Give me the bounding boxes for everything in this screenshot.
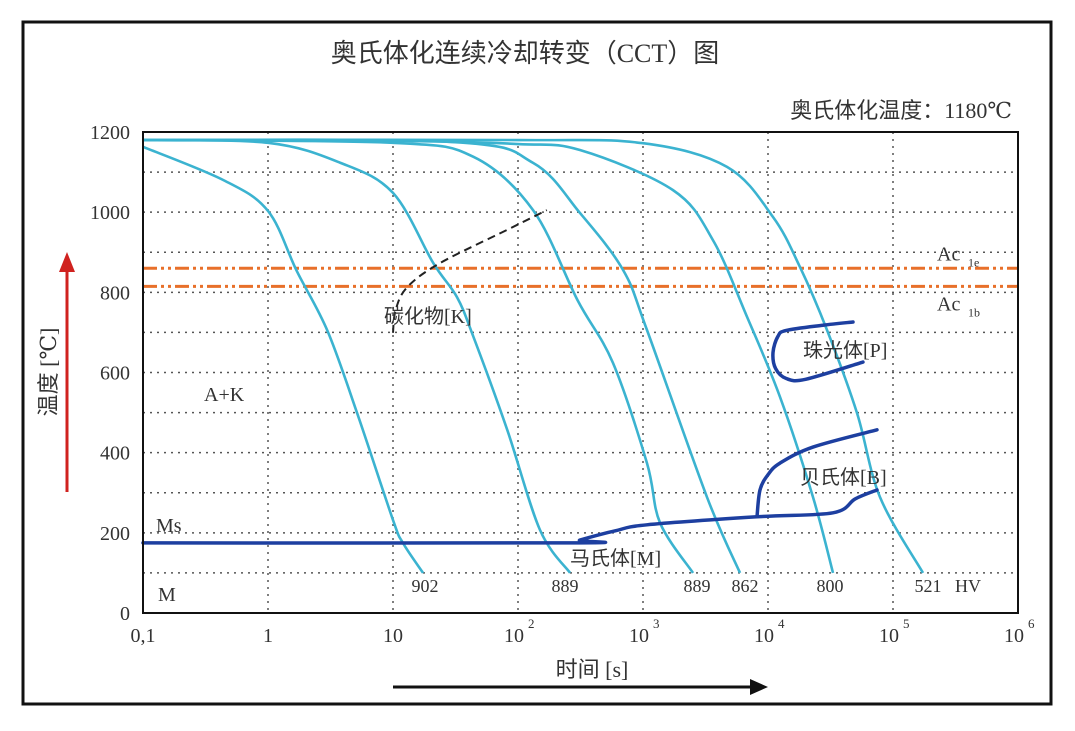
- x-arrow-icon: [393, 679, 768, 695]
- cooling-curve: [142, 145, 425, 574]
- x-axis-label: 时间 [s]: [556, 657, 629, 682]
- hardness-label: 521: [915, 576, 942, 596]
- x-tick-label: 10: [1004, 625, 1024, 647]
- region-label-carbide: 碳化物[K]: [384, 305, 472, 328]
- pearlite-line: [771, 320, 865, 383]
- x-tick-labels: 0,1 1 10 10 2 10 3 10 4 10 5 10 6: [131, 616, 1036, 647]
- x-tick-label: 10: [754, 625, 774, 647]
- chart-subtitle: 奥氏体化温度：1180℃: [790, 98, 1012, 123]
- hardness-label: 889: [552, 576, 579, 596]
- x-tick-exponent: 6: [1028, 616, 1035, 631]
- region-label-austenite-carbide: A+K: [204, 384, 245, 406]
- region-label-ms: Ms: [156, 515, 182, 537]
- x-tick-exponent: 4: [778, 616, 785, 631]
- chart-title: 奥氏体化连续冷却转变（CCT）图: [331, 39, 720, 68]
- hardness-unit: HV: [955, 576, 981, 596]
- ms-line: [141, 488, 879, 545]
- x-tick-label: 10: [383, 625, 403, 647]
- ac-label-sub: 1e: [968, 255, 979, 269]
- y-tick-label: 400: [100, 443, 130, 465]
- x-tick-label: 10: [504, 625, 524, 647]
- region-label-pearlite: 珠光体[P]: [803, 339, 887, 362]
- x-tick-label: 0,1: [131, 625, 156, 647]
- x-tick-label: 1: [263, 625, 273, 647]
- transformation-lines: [141, 209, 879, 545]
- grid: [143, 132, 1018, 613]
- hardness-label: 862: [732, 576, 759, 596]
- ac-lines: [143, 266, 1018, 288]
- x-tick-label: 10: [629, 625, 649, 647]
- y-tick-label: 800: [100, 282, 130, 304]
- plot-area-border: [142, 131, 1019, 614]
- outer-frame: [21, 20, 1053, 706]
- x-tick-exponent: 2: [528, 616, 535, 631]
- bainite-line: [755, 428, 879, 519]
- y-tick-label: 1200: [90, 122, 130, 144]
- cooling-curve: [142, 138, 925, 574]
- region-label-martensite: 马氏体[M]: [570, 547, 661, 570]
- y-tick-label: 200: [100, 523, 130, 545]
- y-tick-label: 600: [100, 363, 130, 385]
- ac-label-name: Ac: [937, 293, 960, 315]
- region-label-m: M: [158, 584, 176, 606]
- hardness-label: 889: [684, 576, 711, 596]
- carbide-start-line: [392, 209, 548, 333]
- hardness-label: 800: [817, 576, 844, 596]
- cooling-curve: [142, 138, 695, 574]
- ac-label-sub: 1b: [968, 305, 980, 319]
- y-tick-labels: 0 200 400 600 800 1000 1200: [90, 122, 130, 625]
- x-tick-exponent: 5: [903, 616, 910, 631]
- region-label-bainite: 贝氏体[B]: [800, 466, 887, 489]
- cooling-curves: [142, 138, 925, 574]
- cooling-curve: [142, 138, 572, 574]
- y-tick-label: 0: [120, 603, 130, 625]
- y-arrow-icon: [59, 252, 75, 492]
- x-tick-exponent: 3: [653, 616, 660, 631]
- annotations: Ac 1e Ac 1b 902 889 889 862 800 521 HV 碳化物[K] 珠光体[P]…: [156, 243, 981, 606]
- y-tick-label: 1000: [90, 202, 130, 224]
- ac-label-name: Ac: [937, 243, 960, 265]
- hardness-label: 902: [412, 576, 439, 596]
- x-tick-label: 10: [879, 625, 899, 647]
- y-axis-label: 温度 [℃]: [36, 328, 61, 417]
